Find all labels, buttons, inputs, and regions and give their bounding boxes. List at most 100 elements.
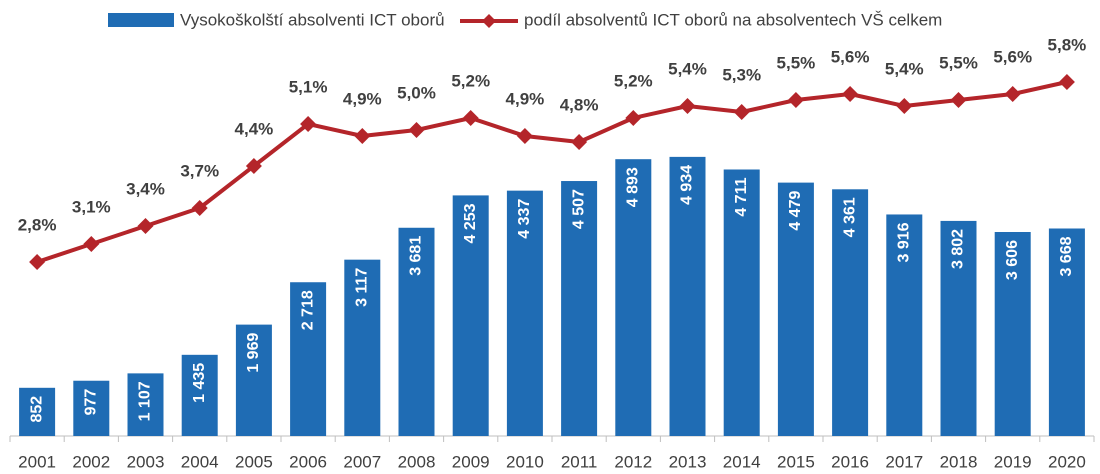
- bar: [290, 282, 327, 436]
- line-marker: [787, 92, 804, 108]
- line-marker: [1004, 86, 1021, 102]
- bar: [452, 195, 489, 436]
- line-label: 5,5%: [939, 53, 978, 72]
- legend-swatch: [108, 13, 174, 27]
- line-label: 5,4%: [668, 59, 707, 78]
- x-tick-label: 2009: [452, 452, 490, 471]
- line-marker: [842, 86, 859, 102]
- x-tick-label: 2012: [614, 452, 652, 471]
- bar: [1048, 228, 1085, 436]
- bar-label: 4 893: [625, 167, 642, 207]
- x-tick-label: 2001: [18, 452, 56, 471]
- bar-label: 977: [83, 389, 100, 416]
- bar: [127, 373, 164, 436]
- bar: [561, 181, 598, 436]
- line-marker: [1058, 74, 1075, 90]
- line-label: 4,9%: [506, 89, 545, 108]
- bar-label: 4 253: [462, 203, 479, 243]
- bar: [19, 387, 56, 436]
- bar: [940, 220, 977, 436]
- legend-label: podíl absolventů ICT oborů na absolvente…: [524, 10, 942, 29]
- x-tick-label: 2015: [777, 452, 815, 471]
- bar: [669, 156, 706, 436]
- bar: [73, 380, 110, 436]
- bar: [777, 182, 814, 436]
- line-label: 5,4%: [885, 59, 924, 78]
- x-tick-label: 2007: [343, 452, 381, 471]
- bar-label: 3 802: [950, 229, 967, 269]
- line-marker: [245, 158, 262, 174]
- line-marker: [29, 254, 46, 270]
- bar-label: 4 507: [570, 189, 587, 229]
- bar: [398, 227, 435, 436]
- line-label: 5,2%: [451, 71, 490, 90]
- x-tick-label: 2014: [723, 452, 761, 471]
- bar: [723, 169, 760, 436]
- line-marker: [679, 98, 696, 114]
- bar-label: 3 916: [896, 222, 913, 262]
- bar-label: 2 718: [299, 290, 316, 330]
- bar: [344, 259, 381, 436]
- bar-label: 1 969: [245, 333, 262, 373]
- bar: [994, 232, 1031, 436]
- line: [36, 80, 1068, 264]
- bar: [886, 214, 923, 436]
- line-marker: [733, 104, 750, 120]
- x-tick-label: 2004: [181, 452, 219, 471]
- x-tick-label: 2016: [831, 452, 869, 471]
- x-tick-label: 2005: [235, 452, 273, 471]
- line-marker: [191, 200, 208, 216]
- line-label: 5,8%: [1048, 35, 1087, 54]
- line-label: 5,1%: [289, 77, 328, 96]
- line-marker: [137, 218, 154, 234]
- bar-label: 3 668: [1058, 236, 1075, 276]
- line-label: 3,4%: [126, 179, 165, 198]
- line-label: 2,8%: [18, 215, 57, 234]
- x-tick-label: 2018: [940, 452, 978, 471]
- line-label: 5,3%: [722, 65, 761, 84]
- bar: [181, 354, 218, 436]
- bar: [235, 324, 272, 436]
- line-marker: [83, 236, 100, 252]
- legend-label: Vysokoškolští absolventi ICT oborů: [180, 10, 445, 29]
- bar-label: 852: [28, 396, 45, 423]
- line-label: 4,4%: [235, 119, 274, 138]
- line-label: 4,8%: [560, 95, 599, 114]
- line-label: 5,6%: [831, 47, 870, 66]
- line-marker: [462, 110, 479, 126]
- bar-label: 4 337: [516, 199, 533, 239]
- line-label: 5,6%: [993, 47, 1032, 66]
- bar-label: 1 107: [137, 381, 154, 421]
- bar-label: 4 361: [841, 197, 858, 237]
- x-tick-label: 2013: [669, 452, 707, 471]
- line-marker: [300, 116, 317, 132]
- line-marker: [950, 92, 967, 108]
- x-tick-label: 2010: [506, 452, 544, 471]
- x-tick-label: 2011: [561, 452, 598, 471]
- x-tick-label: 2019: [994, 452, 1032, 471]
- x-tick-label: 2020: [1048, 452, 1086, 471]
- x-tick-label: 2006: [289, 452, 327, 471]
- bar-label: 1 435: [191, 363, 208, 403]
- line-label: 4,9%: [343, 89, 382, 108]
- line-label: 3,7%: [180, 161, 219, 180]
- line-label: 5,0%: [397, 83, 436, 102]
- line-marker: [354, 128, 371, 144]
- bar-label: 3 606: [1004, 240, 1021, 280]
- legend-marker: [482, 14, 496, 28]
- x-tick-label: 2002: [72, 452, 110, 471]
- line-marker: [571, 134, 588, 150]
- bar-label: 4 479: [787, 191, 804, 231]
- bar: [615, 159, 652, 437]
- line-marker: [625, 110, 642, 126]
- line-marker: [516, 128, 533, 144]
- bar-label: 4 934: [679, 165, 696, 205]
- x-tick-label: 2017: [885, 452, 923, 471]
- line-marker: [408, 122, 425, 138]
- bar-label: 3 681: [408, 236, 425, 276]
- line-label: 5,2%: [614, 71, 653, 90]
- bar: [506, 190, 543, 436]
- x-tick-label: 2003: [127, 452, 165, 471]
